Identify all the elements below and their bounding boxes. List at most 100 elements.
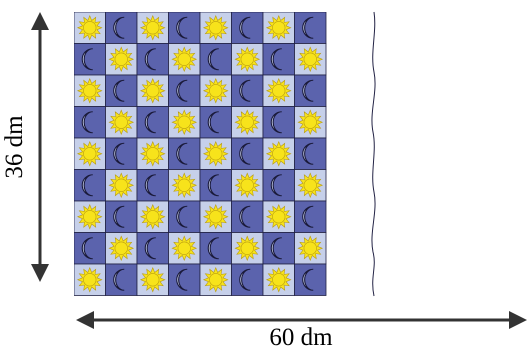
sun-tile (168, 232, 201, 265)
moon-icon (270, 111, 282, 134)
moon-tile (231, 263, 264, 296)
moon-icon (81, 48, 93, 71)
moon-icon (302, 268, 314, 291)
sun-tile (294, 232, 327, 265)
moon-icon (113, 79, 125, 102)
sun-tile (105, 232, 138, 265)
moon-tile (136, 43, 169, 76)
sun-tile (136, 74, 169, 107)
sun-disc (114, 241, 128, 255)
moon-icon (207, 237, 219, 260)
sun-disc (240, 115, 254, 129)
moon-icon (302, 16, 314, 39)
moon-icon (113, 205, 125, 228)
sun-disc (272, 21, 286, 35)
sun-tile (294, 106, 327, 139)
sun-disc (240, 178, 254, 192)
sun-tile (231, 43, 264, 76)
moon-tile (294, 137, 327, 170)
sun-disc (240, 52, 254, 66)
moon-icon (176, 205, 188, 228)
arrow-left-icon (76, 311, 94, 329)
moon-icon (270, 174, 282, 197)
sun-tile (74, 12, 106, 44)
moon-tile (105, 12, 138, 44)
moon-tile (74, 43, 106, 76)
moon-tile (231, 74, 264, 107)
sun-disc (303, 115, 317, 129)
moon-icon (302, 205, 314, 228)
moon-tile (168, 200, 201, 233)
sun-tile (262, 74, 295, 107)
sun-tile (262, 137, 295, 170)
moon-icon (239, 16, 251, 39)
sun-disc (272, 210, 286, 224)
moon-tile (231, 12, 264, 44)
moon-tile (199, 232, 232, 265)
sun-disc (83, 273, 97, 287)
sun-tile (199, 74, 232, 107)
moon-tile (168, 137, 201, 170)
sun-tile (136, 263, 169, 296)
sun-tile (231, 232, 264, 265)
moon-icon (144, 237, 156, 260)
sun-tile (262, 12, 295, 44)
moon-tile (105, 200, 138, 233)
moon-icon (302, 142, 314, 165)
moon-tile (294, 263, 327, 296)
moon-tile (136, 169, 169, 202)
height-dimension-arrow (31, 12, 49, 282)
sun-disc (177, 241, 191, 255)
sun-disc (209, 210, 223, 224)
sun-tile (168, 43, 201, 76)
sun-disc (146, 210, 160, 224)
sun-disc (303, 52, 317, 66)
sun-tile (74, 137, 106, 170)
width-dimension-arrow (76, 311, 527, 329)
moon-tile (168, 74, 201, 107)
sun-tile (231, 106, 264, 139)
moon-icon (113, 268, 125, 291)
moon-icon (302, 79, 314, 102)
sun-disc (114, 52, 128, 66)
moon-tile (105, 137, 138, 170)
sun-disc (303, 241, 317, 255)
moon-icon (113, 16, 125, 39)
sun-tile (105, 106, 138, 139)
sun-disc (303, 178, 317, 192)
sun-tile (74, 74, 106, 107)
moon-tile (199, 106, 232, 139)
sun-tile (231, 169, 264, 202)
moon-icon (270, 237, 282, 260)
sun-tile (199, 12, 232, 44)
sun-tile (74, 263, 106, 296)
moon-icon (176, 79, 188, 102)
moon-icon (207, 48, 219, 71)
sun-disc (146, 147, 160, 161)
sun-tile (262, 263, 295, 296)
torn-edge (371, 11, 376, 297)
moon-icon (176, 268, 188, 291)
sun-disc (83, 147, 97, 161)
moon-icon (113, 142, 125, 165)
arrow-up-icon (31, 12, 49, 30)
moon-tile (168, 263, 201, 296)
sun-disc (177, 52, 191, 66)
sun-tile (199, 137, 232, 170)
moon-icon (144, 48, 156, 71)
sun-tile (199, 200, 232, 233)
moon-tile (199, 43, 232, 76)
moon-tile (262, 106, 295, 139)
sun-disc (83, 21, 97, 35)
sun-disc (114, 178, 128, 192)
moon-icon (239, 142, 251, 165)
sun-tile (105, 43, 138, 76)
moon-icon (81, 174, 93, 197)
sun-disc (146, 21, 160, 35)
moon-tile (294, 74, 327, 107)
sun-disc (209, 21, 223, 35)
moon-tile (168, 12, 201, 44)
moon-icon (270, 48, 282, 71)
